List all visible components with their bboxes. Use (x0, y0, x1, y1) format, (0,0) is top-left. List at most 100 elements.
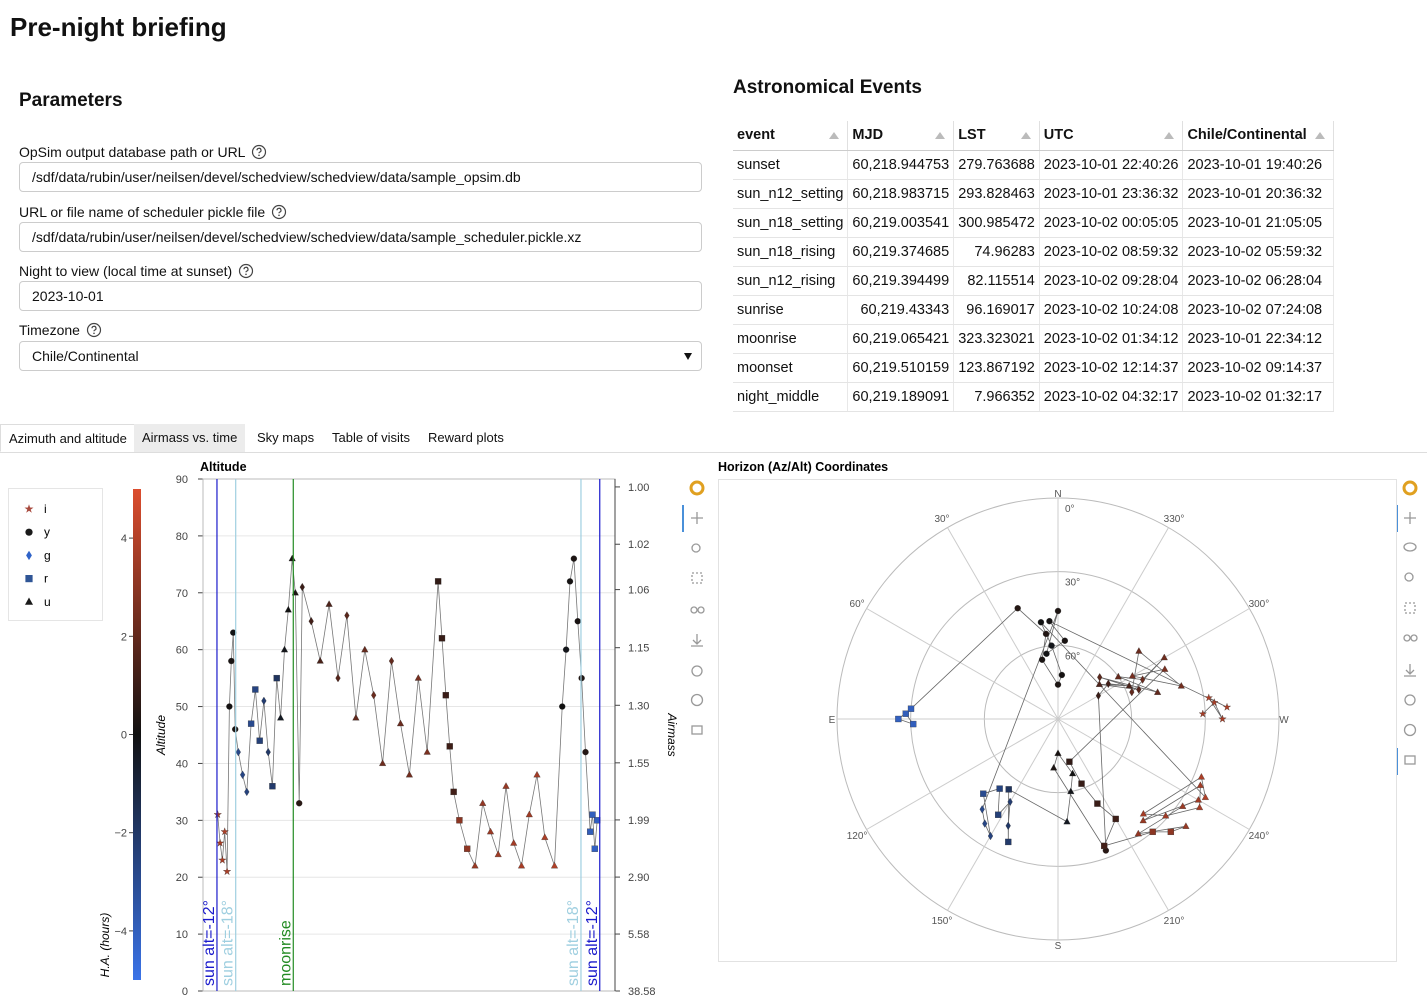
y2-tick-label: 1.02 (628, 539, 649, 551)
reset-tool[interactable] (1403, 634, 1411, 642)
point (438, 635, 446, 642)
table-cell: 2023-10-02 09:28:04 (1039, 266, 1184, 296)
help-tool[interactable] (690, 693, 704, 707)
text-input[interactable]: 2023-10-01 (19, 281, 702, 311)
point (1005, 786, 1012, 793)
table-cell: 2023-10-02 06:28:04 (1182, 266, 1334, 296)
point (562, 646, 570, 653)
hover-tool[interactable] (1404, 755, 1416, 765)
grid-line (947, 527, 1059, 720)
point (1182, 822, 1190, 829)
help-icon[interactable] (271, 204, 287, 220)
zoom-tool[interactable] (1404, 572, 1414, 582)
colorbar-tick-label: −2 (114, 828, 127, 840)
refresh-tool[interactable] (691, 665, 703, 677)
az-tick-label: 300° (1249, 599, 1270, 610)
point (1061, 637, 1068, 644)
column-header[interactable]: MJD (847, 121, 955, 151)
table-cell: 2023-10-02 04:32:17 (1039, 382, 1184, 412)
point (308, 617, 314, 626)
point (574, 618, 581, 625)
cardinal-label: S (1055, 941, 1062, 952)
point (1067, 787, 1075, 795)
point (1095, 680, 1103, 687)
point (980, 790, 987, 797)
tab[interactable]: Airmass vs. time (134, 424, 246, 452)
point (1043, 650, 1050, 657)
pan-tool[interactable] (691, 512, 703, 524)
point (1046, 618, 1053, 625)
event-label: sun alt=-18° (220, 900, 237, 986)
y-axis-label: Altitude (154, 715, 168, 756)
table-cell: sun_n18_setting (733, 208, 849, 238)
table-row: sunrise 60,219.43343 96.169017 2023-10-02 1… (733, 295, 1334, 325)
point (570, 555, 578, 562)
text-input[interactable]: /sdf/data/rubin/user/neilsen/devel/sched… (19, 222, 702, 252)
tab[interactable]: Azimuth and altitude (0, 424, 136, 452)
table-cell: 323.323021 (953, 324, 1040, 354)
tab[interactable]: Sky maps (257, 430, 315, 445)
cardinal-label: W (1279, 715, 1289, 726)
table-cell: 74.96283 (953, 237, 1040, 267)
table-cell: 2023-10-02 08:59:32 (1039, 237, 1184, 267)
help-icon[interactable] (238, 263, 254, 279)
save-tool[interactable] (691, 634, 703, 647)
point (1194, 796, 1202, 803)
table-cell: 60,219.189091 (847, 382, 955, 412)
pan-tool[interactable] (1404, 512, 1416, 524)
table-cell: 2023-10-02 12:14:37 (1039, 353, 1184, 383)
text-input[interactable]: /sdf/data/rubin/user/neilsen/devel/sched… (19, 162, 702, 192)
point (525, 810, 533, 818)
point (1005, 821, 1011, 830)
table-cell: 2023-10-01 22:34:12 (1182, 324, 1334, 354)
tab[interactable]: Table of visits (332, 430, 411, 445)
table-cell: 2023-10-01 21:05:05 (1182, 208, 1334, 238)
point (265, 747, 271, 757)
table-cell: 82.115514 (953, 266, 1040, 296)
reset-tool[interactable] (690, 606, 698, 614)
refresh-tool[interactable] (1404, 694, 1416, 706)
column-header[interactable]: LST (953, 121, 1040, 151)
tab[interactable]: Reward plots (428, 430, 504, 445)
point (464, 845, 471, 852)
zoom-tool[interactable] (691, 543, 701, 553)
point (446, 743, 453, 750)
point (979, 805, 985, 814)
logo (1402, 480, 1418, 496)
help-icon[interactable] (86, 322, 102, 338)
box-zoom-tool[interactable] (691, 572, 703, 584)
lasso-tool[interactable] (1403, 542, 1417, 552)
point (1101, 842, 1108, 850)
column-header[interactable]: UTC (1039, 121, 1184, 151)
column-header[interactable]: event (733, 121, 849, 151)
box-zoom-tool[interactable] (1404, 602, 1416, 614)
colorbar-tick-label: −4 (114, 926, 127, 938)
y-tick-label: 10 (176, 929, 188, 941)
y2-tick-label: 1.99 (628, 815, 649, 827)
y2-tick-label: 38.58 (628, 986, 656, 998)
table-cell: 2023-10-01 23:36:32 (1039, 179, 1184, 209)
cardinal-label: N (1054, 489, 1061, 500)
point (517, 861, 526, 869)
point (316, 657, 324, 664)
point (471, 861, 479, 869)
column-header[interactable]: Chile/Continental (1182, 121, 1334, 151)
hover-tool[interactable] (691, 725, 703, 735)
az-tick-label: 30° (934, 514, 949, 525)
point (371, 691, 377, 700)
help-icon[interactable] (251, 144, 267, 160)
y2-tick-label: 1.06 (628, 585, 649, 597)
colorbar-tick-label: 0 (121, 730, 127, 742)
point (1066, 758, 1073, 765)
help-tool[interactable] (1403, 723, 1417, 737)
grid-line (947, 718, 1059, 911)
point (587, 828, 594, 835)
point (1140, 675, 1146, 684)
point (1139, 809, 1147, 817)
point (269, 783, 276, 790)
select[interactable]: Chile/Continental (19, 341, 702, 371)
point (1201, 793, 1209, 800)
save-tool[interactable] (1404, 664, 1416, 677)
table-cell: moonset (733, 353, 849, 383)
